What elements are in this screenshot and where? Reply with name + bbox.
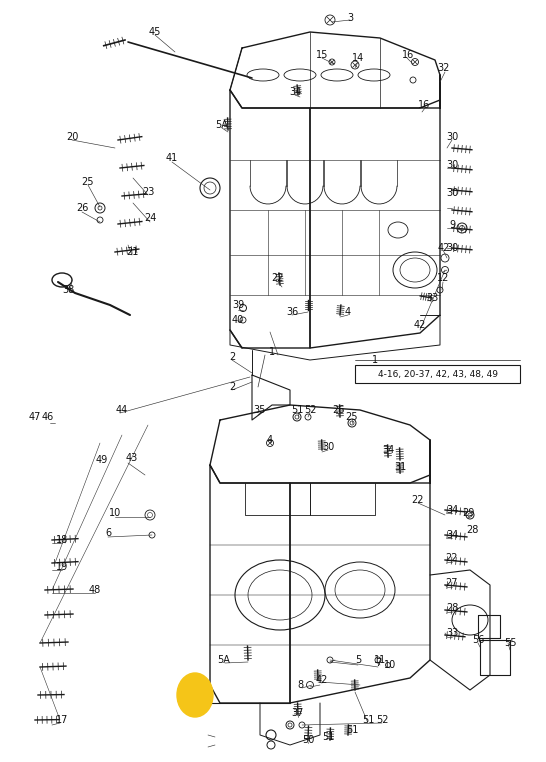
Text: 1: 1 xyxy=(372,355,378,365)
Text: 27: 27 xyxy=(446,578,458,588)
Text: 50: 50 xyxy=(302,735,314,745)
Text: 40: 40 xyxy=(232,315,244,325)
Text: 22: 22 xyxy=(412,495,424,505)
Text: 4: 4 xyxy=(345,307,351,317)
Text: 10: 10 xyxy=(109,508,121,518)
Text: 24: 24 xyxy=(144,213,156,223)
Text: 19: 19 xyxy=(56,562,68,572)
Text: 44: 44 xyxy=(116,405,128,415)
Text: 38: 38 xyxy=(62,285,74,295)
Text: 34: 34 xyxy=(289,87,301,97)
Text: 18: 18 xyxy=(56,535,68,545)
Text: 8: 8 xyxy=(297,680,303,690)
Text: 42: 42 xyxy=(438,243,450,253)
Text: 25: 25 xyxy=(346,412,358,422)
Text: 42: 42 xyxy=(414,320,426,330)
Text: 16: 16 xyxy=(402,50,414,60)
Text: 48: 48 xyxy=(89,585,101,595)
Text: 7: 7 xyxy=(375,658,381,668)
Text: 46: 46 xyxy=(42,412,54,422)
Text: 30: 30 xyxy=(446,243,458,253)
Text: 34: 34 xyxy=(446,505,458,515)
Text: 11: 11 xyxy=(374,655,386,665)
Text: 1: 1 xyxy=(269,347,275,357)
Text: 15: 15 xyxy=(316,50,328,60)
Text: 21: 21 xyxy=(126,247,138,257)
Text: 51: 51 xyxy=(362,715,374,725)
Text: 51: 51 xyxy=(346,725,358,735)
Text: 54-: 54- xyxy=(182,696,204,709)
Text: 4: 4 xyxy=(267,435,273,445)
Text: 52: 52 xyxy=(376,715,388,725)
Text: 12: 12 xyxy=(437,273,449,283)
Text: 26: 26 xyxy=(332,405,344,415)
Text: 30: 30 xyxy=(446,160,458,170)
Text: 22: 22 xyxy=(272,273,284,283)
Text: 39: 39 xyxy=(232,300,244,310)
Text: 37: 37 xyxy=(292,708,304,718)
Text: 30: 30 xyxy=(322,442,334,452)
Text: 6: 6 xyxy=(105,528,111,538)
Text: 26: 26 xyxy=(76,203,88,213)
Text: 4-16, 20-37, 42, 43, 48, 49: 4-16, 20-37, 42, 43, 48, 49 xyxy=(377,370,497,379)
Text: 14: 14 xyxy=(352,53,364,63)
Text: 51: 51 xyxy=(291,405,303,415)
Text: 56: 56 xyxy=(472,635,484,645)
Text: 47: 47 xyxy=(29,412,41,422)
Text: 31: 31 xyxy=(394,462,406,472)
Text: 33: 33 xyxy=(426,293,438,303)
Text: 30: 30 xyxy=(446,132,458,142)
Text: 52: 52 xyxy=(304,405,316,415)
Text: 2: 2 xyxy=(229,352,235,362)
Text: 5A: 5A xyxy=(217,655,230,665)
Text: 33: 33 xyxy=(446,628,458,638)
Text: 41: 41 xyxy=(166,153,178,163)
Text: 10: 10 xyxy=(384,660,396,670)
FancyBboxPatch shape xyxy=(355,365,520,383)
Text: 22: 22 xyxy=(446,553,458,563)
Text: 16: 16 xyxy=(418,100,430,110)
Text: 9: 9 xyxy=(449,220,455,230)
Text: 20: 20 xyxy=(66,132,78,142)
Text: 25: 25 xyxy=(82,177,94,187)
Text: 43: 43 xyxy=(126,453,138,463)
Text: 55: 55 xyxy=(504,638,517,648)
Text: 29: 29 xyxy=(462,508,474,518)
Text: 34: 34 xyxy=(446,530,458,540)
Text: 2: 2 xyxy=(229,382,235,392)
Text: 28: 28 xyxy=(466,525,478,535)
Text: 35: 35 xyxy=(254,405,266,415)
Text: 53-: 53- xyxy=(182,684,204,696)
Text: 51: 51 xyxy=(322,732,334,742)
Text: 49: 49 xyxy=(96,455,108,465)
Text: 17: 17 xyxy=(56,715,68,725)
Text: 5A: 5A xyxy=(216,120,228,130)
Text: 32: 32 xyxy=(438,63,450,73)
Text: 3: 3 xyxy=(347,13,353,23)
Text: 23: 23 xyxy=(142,187,154,197)
Ellipse shape xyxy=(177,673,213,717)
Text: 34: 34 xyxy=(382,445,394,455)
Text: 45: 45 xyxy=(149,27,161,37)
Text: 42: 42 xyxy=(316,675,328,685)
Text: 5: 5 xyxy=(355,655,361,665)
Text: 30: 30 xyxy=(446,188,458,198)
Text: 28: 28 xyxy=(446,603,458,613)
Text: 36: 36 xyxy=(286,307,298,317)
